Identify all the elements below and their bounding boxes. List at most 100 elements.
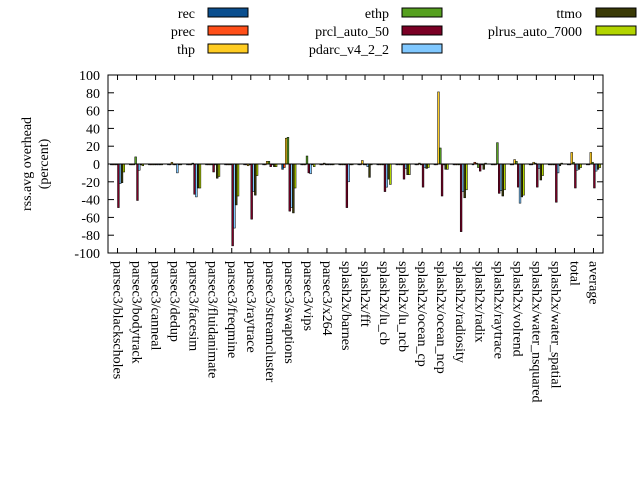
bar-thp-13 [361,160,364,165]
bar-prec-9 [283,163,286,168]
bar-ttmo-0 [120,163,124,183]
legend-label-plrus_auto_7000: plrus_auto_7000 [488,25,582,40]
bar-plrus_auto_7000-15 [408,163,411,175]
bar-plrus_auto_7000-7 [255,163,259,176]
bar-ttmo-25 [596,163,600,170]
y-tick-label: -40 [81,194,100,209]
bar-pdarc_v4_2_2-4 [195,163,198,198]
bar-pdarc_v4_2_2-1 [138,163,141,171]
x-tick-label: splash2x/raytrace [490,261,505,359]
bar-prcl_auto_50-5 [212,163,215,173]
y-tick-label: 80 [86,87,100,102]
bar-pdarc_v4_2_2-23 [556,163,560,174]
bar-pdarc_v4_2_2-21 [518,163,522,204]
x-tick-label: total [566,261,581,286]
bar-prcl_auto_50-7 [250,163,253,220]
bar-prcl_auto_50-17 [440,163,444,197]
bar-plrus_auto_7000-25 [598,163,601,168]
bar-pdarc_v4_2_2-0 [119,163,122,184]
bar-prcl_auto_50-6 [231,163,234,247]
x-tick-label: parsec3/x264 [319,261,334,336]
bar-plrus_auto_7000-0 [122,163,125,173]
x-tick-label: parsec3/swaptions [281,261,296,364]
x-tick-label: parsec3/raytrace [243,261,258,353]
bar-pdarc_v4_2_2-10 [309,163,312,175]
bar-plrus_auto_7000-9 [294,163,297,189]
x-tick-label: splash2x/lu_cb [376,261,391,345]
bar-ttmo-18 [463,163,466,199]
legend-swatch-prcl_auto_50 [401,25,443,36]
legend-label-ethp: ethp [365,7,389,22]
bar-rec-9 [281,163,284,170]
legend-swatch-ttmo [595,7,637,18]
bar-prcl_auto_50-19 [479,163,482,172]
bar-ethp-1 [134,156,137,165]
bar-prcl_auto_50-18 [459,163,463,232]
x-tick-label: parsec3/streamcluster [262,261,277,383]
bar-pdarc_v4_2_2-12 [347,163,350,183]
bar-ethp-19 [477,163,480,168]
bar-prcl_auto_50-21 [517,163,520,188]
y-axis-label: rss.avg overhead (percent) [20,117,52,211]
bar-pdarc_v4_2_2-24 [575,163,579,171]
bar-pdarc_v4_2_2-9 [290,163,293,208]
x-tick-label: parsec3/fluidanimate [205,261,220,378]
y-tick-label: 40 [86,122,100,137]
bar-ethp-17 [439,147,442,165]
bar-ttmo-16 [425,163,428,169]
x-tick-label: splash2x/ocean_cp [414,261,429,367]
bar-prcl_auto_50-16 [421,163,425,188]
y-tick-label: -100 [74,247,100,262]
bar-prcl_auto_50-22 [536,163,539,188]
bar-plrus_auto_7000-21 [522,163,525,196]
y-tick-label: 0 [93,158,100,173]
bar-pdarc_v4_2_2-20 [499,163,503,191]
bar-ttmo-5 [216,163,219,179]
x-tick-label: splash2x/barnes [338,261,353,350]
y-tick-label: 60 [86,105,100,120]
bar-ttmo-14 [387,163,390,180]
bar-plrus_auto_7000-20 [503,163,506,191]
x-tick-label: parsec3/vips [300,261,315,331]
bar-pdarc_v4_2_2-16 [423,163,426,168]
bar-ttmo-21 [520,163,523,198]
legend-swatch-prec [207,25,249,36]
legend-label-prcl_auto_50: prcl_auto_50 [315,25,389,40]
legend-label-thp: thp [177,43,195,58]
bar-prcl_auto_50-10 [307,163,310,174]
bar-ethp-20 [496,142,499,165]
bar-ttmo-4 [197,163,200,189]
bar-pdarc_v4_2_2-15 [404,163,407,169]
bar-ethp-9 [286,137,290,165]
x-tick-label: splash2x/radiosity [452,261,467,363]
bar-ttmo-9 [292,163,295,214]
legend-swatch-pdarc_v4_2_2 [401,43,443,54]
bar-pdarc_v4_2_2-3 [176,163,179,174]
legend-label-pdarc_v4_2_2: pdarc_v4_2_2 [309,43,389,58]
bar-prcl_auto_50-25 [593,163,596,189]
bar-prcl_auto_50-12 [345,163,349,208]
legend-label-rec: rec [178,7,195,22]
bar-ttmo-13 [368,163,371,178]
bar-pdarc_v4_2_2-25 [595,163,598,172]
bar-ttmo-24 [577,163,581,170]
legend-label-prec: prec [171,25,195,40]
y-tick-label: -80 [81,229,100,244]
bar-prcl_auto_50-15 [402,163,406,180]
bar-plrus_auto_7000-24 [579,163,582,168]
bar-thp-24 [570,152,573,165]
bar-ttmo-19 [482,163,485,170]
x-tick-label: splash2x/fft [357,261,372,327]
legend: rec prec thp ethp prcl_auto_50 pdarc_v4_2_2 tt… [171,7,637,58]
axes: -100 -80 -60 -40 -20 0 20 40 60 80 100 parsec3/blac… [74,69,604,403]
bar-pdarc_v4_2_2-14 [385,163,388,188]
x-tick-label: parsec3/canneal [148,261,163,350]
bar-prcl_auto_50-9 [288,163,291,212]
legend-swatch-ethp [401,7,443,18]
bars [110,91,601,247]
bar-plrus_auto_7000-14 [389,163,392,185]
bar-prcl_auto_50-24 [574,163,577,189]
bar-prcl_auto_50-14 [383,163,387,192]
legend-swatch-rec [207,7,249,18]
